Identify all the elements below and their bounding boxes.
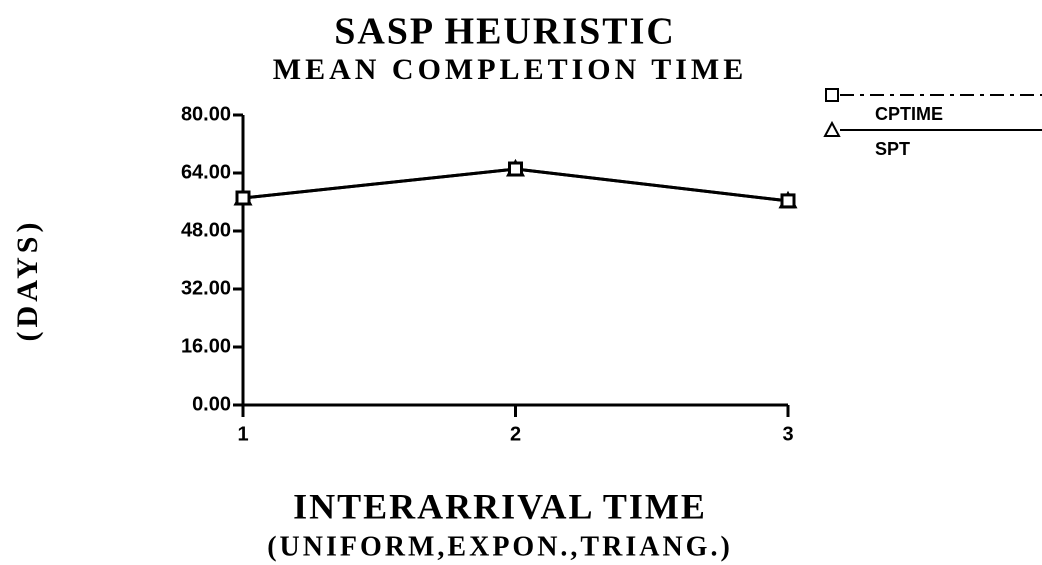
y-tick-label: 16.00: [181, 335, 231, 357]
marker: [825, 88, 839, 102]
y-axis-label: (DAYS): [11, 219, 44, 342]
x-axis-sublabel: (UNIFORM,EXPON.,TRIANG.): [267, 531, 733, 562]
marker: [508, 161, 523, 177]
x-tick-label: 1: [237, 423, 248, 445]
legend-label: CPTIME: [875, 104, 943, 124]
y-tick-label: 64.00: [181, 161, 231, 183]
y-tick-label: 48.00: [181, 219, 231, 241]
chart-title: SASP HEURISTIC: [334, 11, 676, 53]
marker: [780, 193, 796, 209]
y-tick-label: 32.00: [181, 277, 231, 299]
legend-label: SPT: [875, 139, 910, 159]
x-tick-label: 2: [510, 423, 521, 445]
x-tick-label: 3: [782, 423, 793, 445]
x-axis-label: INTERARRIVAL TIME: [293, 486, 707, 526]
y-tick-label: 80.00: [181, 103, 231, 125]
chart-subtitle: MEAN COMPLETION TIME: [273, 53, 747, 86]
marker: [823, 120, 841, 137]
marker: [235, 190, 251, 206]
y-tick-label: 0.00: [192, 393, 231, 415]
